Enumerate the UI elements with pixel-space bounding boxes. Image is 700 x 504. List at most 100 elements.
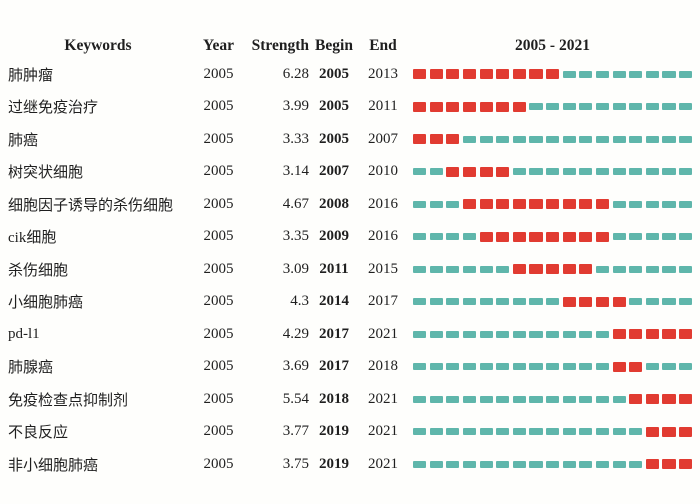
timeline-segment [479, 199, 493, 210]
timeline-segment [679, 233, 693, 241]
year-value: 2005 [203, 358, 234, 375]
end-value: 2007 [368, 130, 398, 147]
strength-value: 4.29 [282, 325, 309, 342]
timeline-segment [496, 395, 510, 403]
timeline-segment [512, 101, 526, 112]
keyword-label: 肺腺癌 [8, 360, 54, 377]
timeline-segment [429, 395, 443, 403]
burst-timeline-bar [413, 264, 693, 275]
timeline-segment [612, 361, 626, 372]
timeline-segment [479, 265, 493, 273]
timeline-segment [512, 168, 526, 176]
keyword-label: 不良反应 [8, 425, 69, 442]
timeline-segment [512, 69, 526, 80]
timeline-segment [413, 363, 427, 371]
timeline-segment [512, 428, 526, 436]
timeline-segment [429, 460, 443, 468]
timeline-segment [645, 394, 659, 405]
timeline-segment [612, 168, 626, 176]
timeline-segment [595, 135, 609, 143]
timeline-segment [479, 101, 493, 112]
timeline-segment [595, 460, 609, 468]
timeline-segment [579, 330, 593, 338]
timeline-segment [496, 231, 510, 242]
timeline-segment [512, 135, 526, 143]
timeline-segment [546, 103, 560, 111]
timeline-segment [562, 363, 576, 371]
timeline-segment [446, 460, 460, 468]
timeline-segment [446, 233, 460, 241]
timeline-segment [612, 395, 626, 403]
timeline-segment [462, 135, 476, 143]
timeline-segment [629, 70, 643, 78]
end-value: 2016 [368, 228, 398, 245]
timeline-segment [512, 264, 526, 275]
table-row: 肺腺癌 2005 3.69 2017 2018 [0, 351, 700, 384]
timeline-segment [479, 460, 493, 468]
timeline-segment [579, 231, 593, 242]
timeline-segment [429, 69, 443, 80]
year-value: 2005 [203, 130, 234, 147]
timeline-segment [479, 330, 493, 338]
timeline-segment [562, 428, 576, 436]
timeline-segment [612, 265, 626, 273]
timeline-segment [645, 135, 659, 143]
end-value: 2016 [368, 195, 398, 212]
timeline-segment [546, 395, 560, 403]
end-value: 2018 [368, 358, 398, 375]
timeline-segment [629, 103, 643, 111]
timeline-segment [645, 265, 659, 273]
timeline-segment [496, 69, 510, 80]
timeline-segment [429, 298, 443, 306]
timeline-segment [595, 70, 609, 78]
timeline-segment [529, 135, 543, 143]
timeline-segment [413, 428, 427, 436]
timeline-segment [496, 330, 510, 338]
timeline-segment [413, 460, 427, 468]
burst-timeline-bar [413, 134, 693, 145]
timeline-segment [479, 298, 493, 306]
column-header-range: 2005 - 2021 [515, 36, 590, 54]
begin-value: 2019 [319, 423, 349, 440]
end-value: 2017 [368, 293, 398, 310]
timeline-segment [579, 460, 593, 468]
timeline-segment [462, 233, 476, 241]
timeline-segment [562, 264, 576, 275]
timeline-segment [429, 265, 443, 273]
strength-value: 3.35 [282, 228, 309, 245]
timeline-segment [546, 363, 560, 371]
timeline-segment [446, 298, 460, 306]
keyword-label: 免疫检查点抑制剂 [8, 392, 129, 409]
timeline-segment [679, 329, 693, 340]
timeline-segment [645, 103, 659, 111]
timeline-segment [629, 135, 643, 143]
timeline-segment [595, 363, 609, 371]
timeline-segment [529, 231, 543, 242]
timeline-segment [612, 103, 626, 111]
table-header-row: Keywords Year Strength Begin End 2005 - … [0, 33, 700, 58]
strength-value: 5.54 [282, 390, 309, 407]
end-value: 2013 [368, 65, 398, 82]
year-value: 2005 [203, 65, 234, 82]
timeline-segment [645, 298, 659, 306]
timeline-segment [496, 298, 510, 306]
timeline-segment [562, 103, 576, 111]
timeline-segment [562, 460, 576, 468]
timeline-segment [462, 428, 476, 436]
timeline-segment [562, 296, 576, 307]
end-value: 2021 [368, 325, 398, 342]
timeline-segment [462, 265, 476, 273]
timeline-segment [629, 200, 643, 208]
timeline-segment [579, 395, 593, 403]
timeline-segment [645, 70, 659, 78]
year-value: 2005 [203, 163, 234, 180]
timeline-segment [679, 70, 693, 78]
timeline-segment [496, 428, 510, 436]
timeline-segment [645, 233, 659, 241]
timeline-segment [579, 296, 593, 307]
column-header-keywords: Keywords [64, 36, 132, 54]
timeline-segment [413, 69, 427, 80]
strength-value: 3.33 [282, 130, 309, 147]
burst-table: Keywords Year Strength Begin End 2005 - … [0, 33, 700, 481]
keyword-label: 肺肿瘤 [8, 67, 54, 84]
